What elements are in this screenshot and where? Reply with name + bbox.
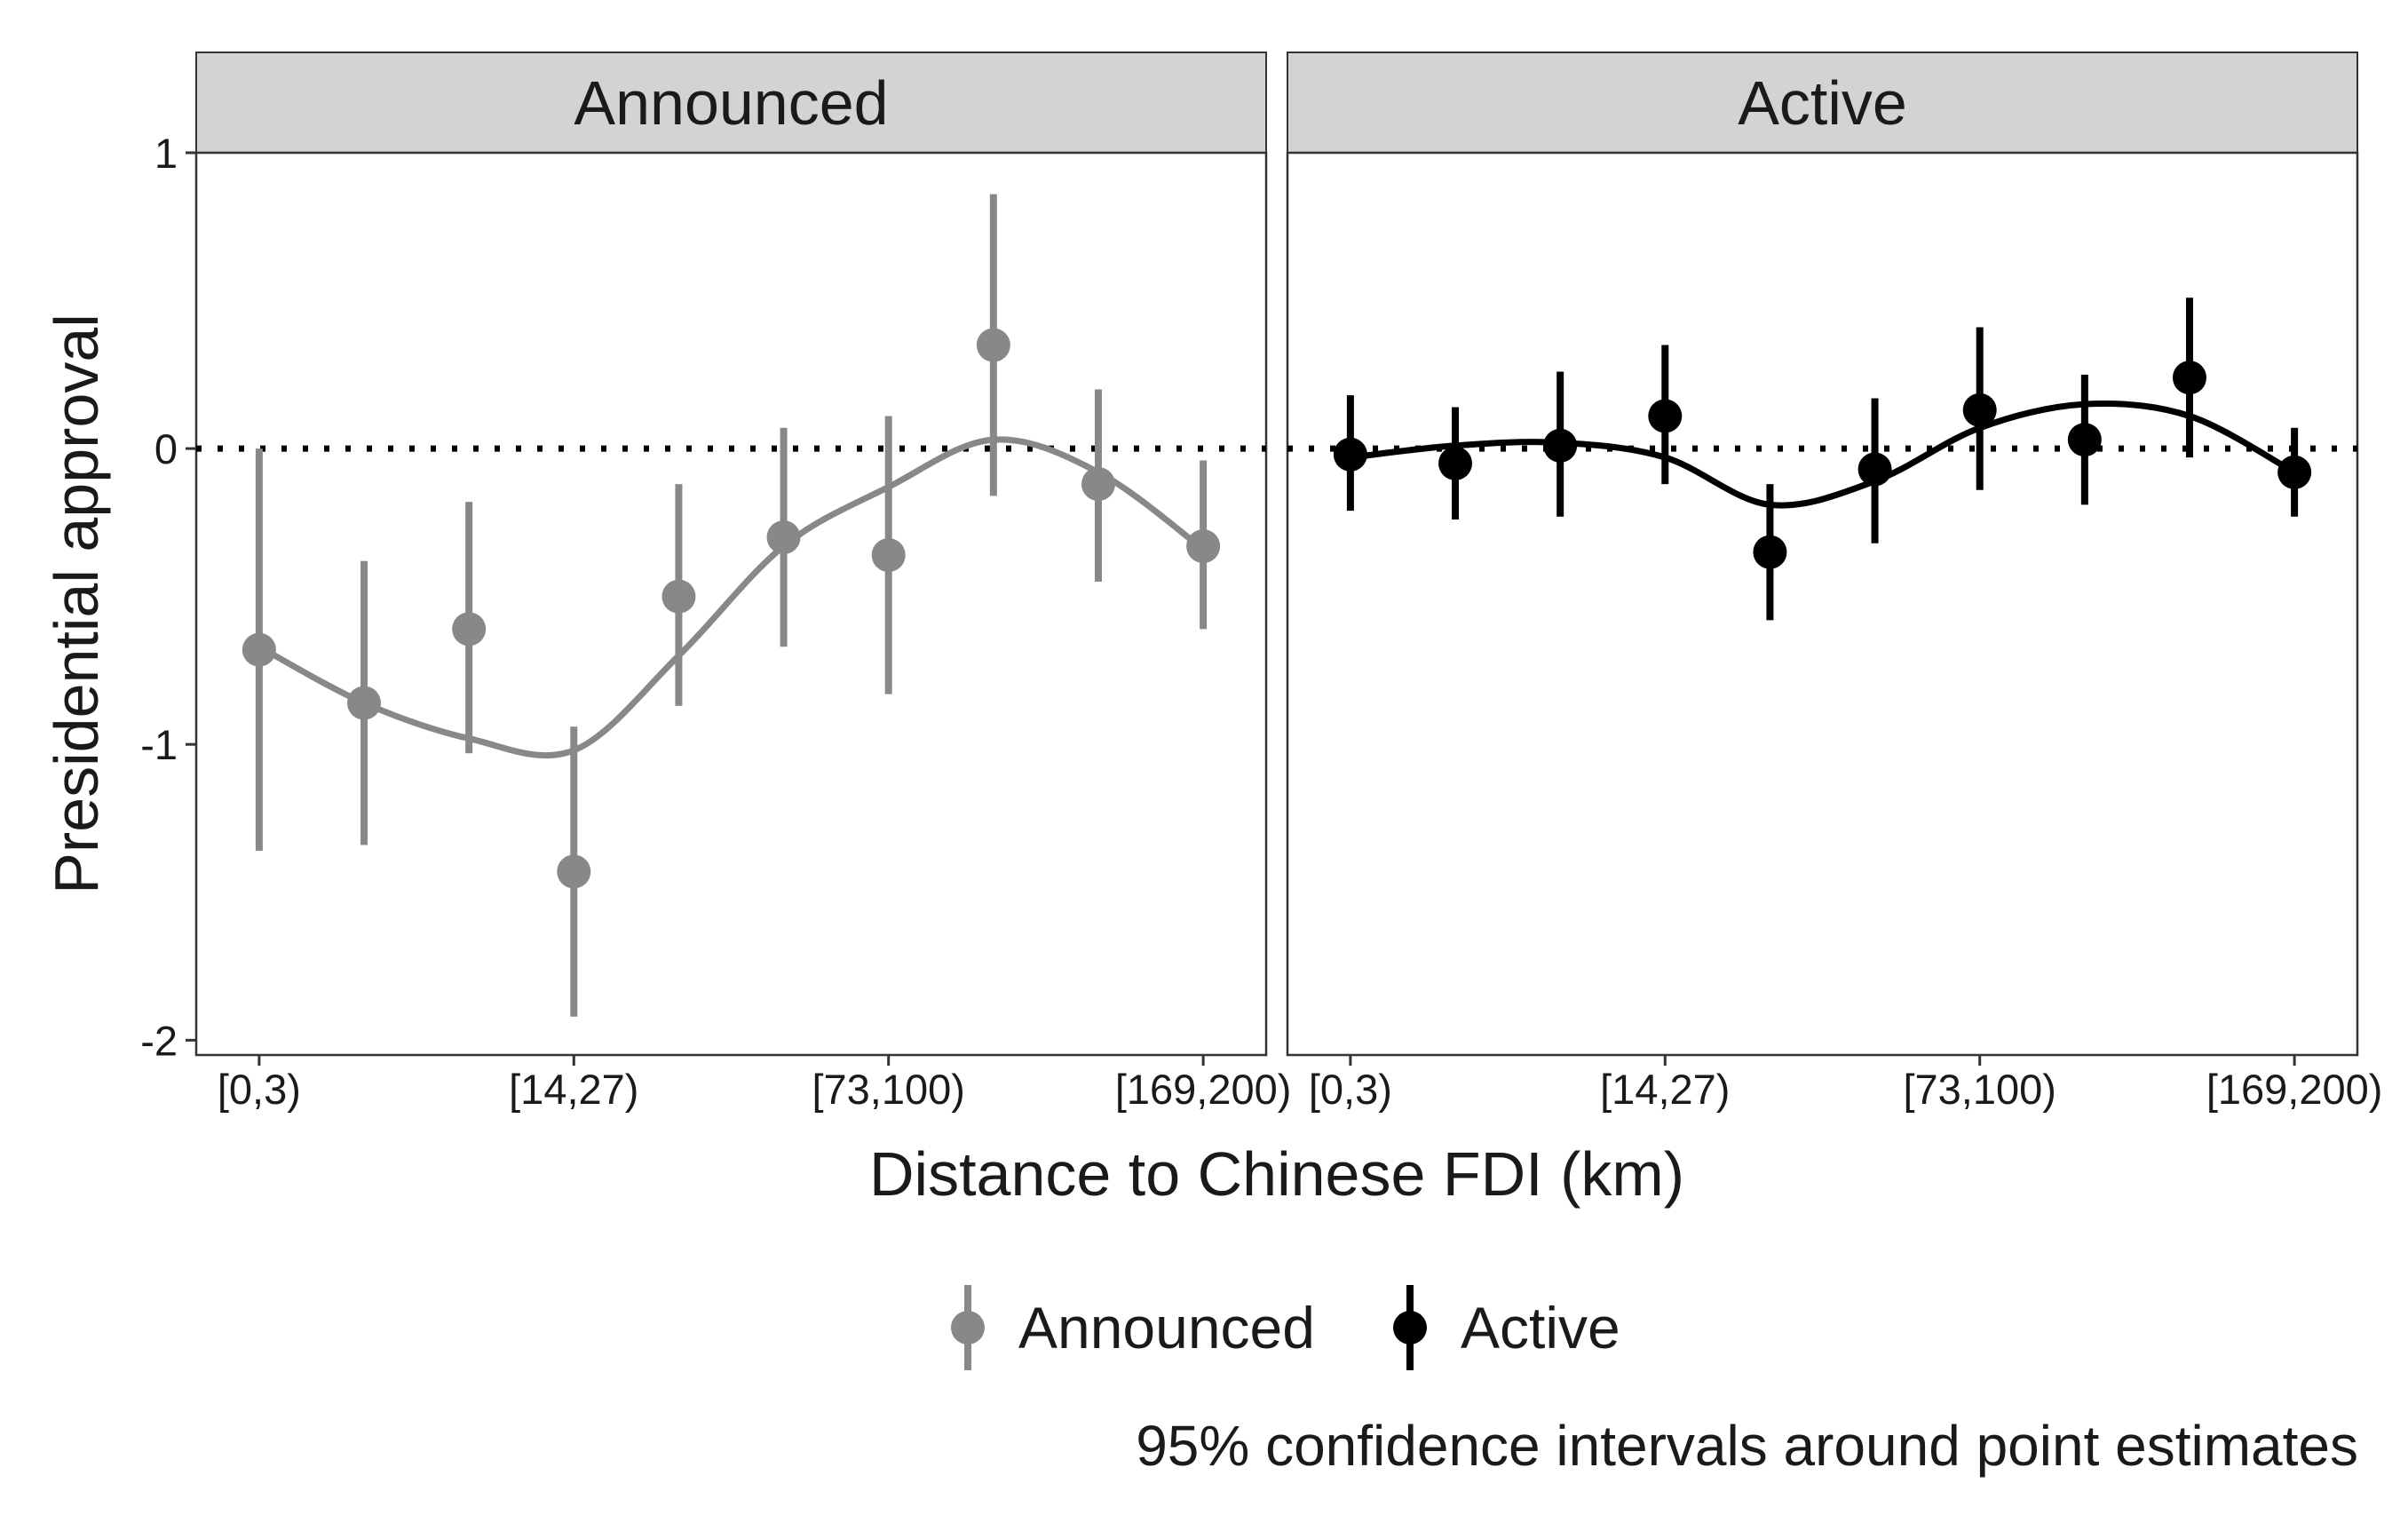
panel-announced: Announced — [194, 52, 1268, 1057]
point-announced — [766, 520, 801, 555]
smooth-line-active — [1347, 400, 2298, 509]
point-announced — [347, 686, 382, 720]
y-tick-label: 1 — [154, 130, 178, 177]
point-announced — [661, 579, 696, 614]
y-axis-title: Presidential approval — [42, 313, 111, 894]
point-active — [1753, 535, 1787, 569]
legend-key-active — [1393, 1285, 1427, 1370]
y-tick-label: -1 — [140, 721, 178, 768]
x-tick-label-active: [73,100) — [1903, 1066, 2056, 1113]
x-axis-title: Distance to Chinese FDI (km) — [869, 1139, 1684, 1209]
point-announced — [557, 854, 591, 889]
legend: Announced Active — [951, 1285, 1620, 1370]
x-tick-label-active: [14,27) — [1600, 1066, 1730, 1113]
point-active — [1333, 437, 1367, 472]
x-tick-label-announced: [14,27) — [509, 1066, 638, 1113]
x-tick-label-announced: [0,3) — [218, 1066, 301, 1113]
point-announced — [976, 328, 1010, 362]
plot-area-active — [1286, 151, 2359, 1057]
x-axis-active: [0,3) [14,27) [73,100) [169,200) — [1309, 1055, 2383, 1113]
x-tick-label-announced: [169,200) — [1115, 1066, 1292, 1113]
legend-label-announced: Announced — [1018, 1295, 1315, 1360]
point-active — [1438, 446, 1473, 480]
panel-active: Active — [1286, 52, 2359, 1057]
y-axis: 1 0 -1 -2 — [140, 130, 196, 1064]
legend-key-active-point — [1393, 1311, 1427, 1345]
point-active — [2067, 423, 2102, 457]
legend-key-announced-point — [951, 1311, 985, 1345]
point-announced — [1081, 467, 1115, 502]
x-tick-label-announced: [73,100) — [812, 1066, 964, 1113]
x-axis-announced: [0,3) [14,27) [73,100) [169,200) — [218, 1055, 1292, 1113]
point-active — [2172, 361, 2206, 395]
strip-background-announced — [195, 52, 1267, 154]
x-tick-label-active: [169,200) — [2206, 1066, 2383, 1113]
marks-active — [1287, 297, 2357, 621]
plot-area-announced — [194, 151, 1268, 1057]
y-tick-label: -2 — [140, 1017, 178, 1064]
y-tick-label: 0 — [154, 425, 178, 472]
point-announced — [242, 632, 276, 667]
point-active — [1857, 452, 1892, 487]
caption: 95% confidence intervals around point es… — [1136, 1414, 2358, 1478]
marks-announced — [196, 194, 1266, 1017]
smooth-line-announced — [256, 436, 1207, 759]
x-tick-label-active: [0,3) — [1309, 1066, 1392, 1113]
legend-label-active: Active — [1461, 1295, 1620, 1360]
legend-key-announced — [951, 1285, 985, 1370]
point-active — [2277, 455, 2312, 489]
point-active — [1543, 428, 1578, 463]
point-active — [1648, 399, 1683, 433]
point-announced — [1186, 529, 1221, 564]
strip-label-announced: Announced — [574, 68, 888, 138]
point-announced — [452, 612, 487, 647]
point-active — [1962, 393, 1997, 427]
point-announced — [871, 538, 906, 573]
strip-label-active: Active — [1738, 68, 1907, 138]
